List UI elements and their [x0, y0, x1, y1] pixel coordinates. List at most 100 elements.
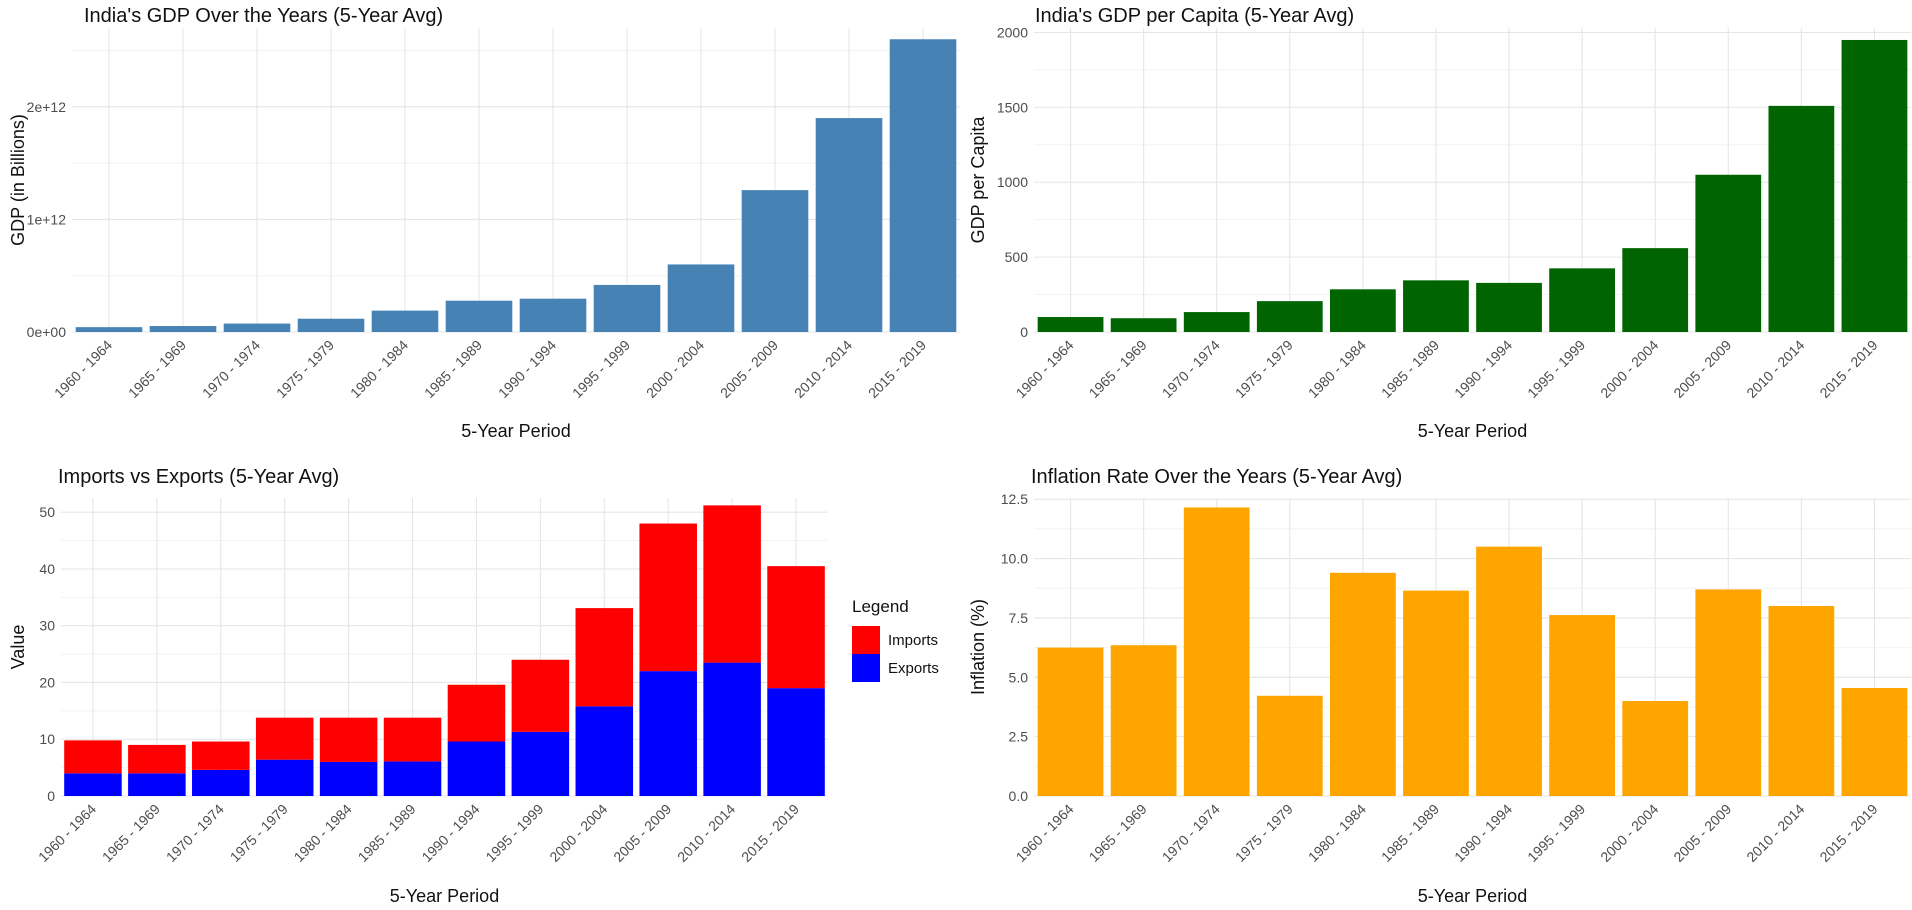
x-tick-label: 2010 - 2014 [1743, 801, 1807, 865]
y-tick-label: 1000 [997, 174, 1028, 190]
x-tick-label: 1980 - 1984 [1305, 801, 1369, 865]
bar-2 [1183, 507, 1250, 796]
bar-11 [889, 39, 957, 333]
x-tick-label: 1985 - 1989 [1378, 801, 1442, 865]
trade-panel: 0 10 20 30 40 50 1960 - 1964 1965 - 1969 1970 - … [8, 466, 939, 906]
bar-exports-3 [255, 759, 314, 796]
bar-imports-5 [383, 717, 442, 762]
bar-4 [1329, 289, 1396, 332]
legend-title: Legend [852, 597, 909, 616]
bar-imports-2 [192, 741, 250, 770]
y-tick-label: 500 [1005, 249, 1029, 265]
x-tick-label: 1965 - 1969 [99, 801, 163, 865]
x-tick-label: 1960 - 1964 [1013, 337, 1077, 401]
y-axis-title: Inflation (%) [968, 599, 988, 695]
x-tick-label: 1985 - 1989 [1378, 337, 1442, 401]
y-tick-label: 0.0 [1009, 788, 1029, 804]
bar-imports-9 [639, 523, 697, 672]
x-tick-label: 2000 - 2004 [1597, 337, 1661, 401]
x-tick-label: 1965 - 1969 [1086, 801, 1150, 865]
bar-imports-3 [255, 717, 314, 760]
x-tick-label: 1995 - 1999 [1524, 337, 1588, 401]
x-tick-label: 2010 - 2014 [674, 801, 738, 865]
bar-imports-11 [767, 566, 825, 689]
x-tick-label: 1965 - 1969 [1086, 337, 1150, 401]
bar-imports-8 [575, 608, 634, 707]
y-tick-label: 1e+12 [27, 211, 67, 227]
x-tick-label: 1975 - 1979 [273, 337, 337, 401]
x-tick-label: 1985 - 1989 [421, 337, 485, 401]
x-tick-label: 1990 - 1994 [1451, 801, 1515, 865]
y-tick-label: 2000 [997, 24, 1028, 40]
x-axis-title: 5-Year Period [1418, 421, 1527, 441]
x-tick-label: 2000 - 2004 [546, 801, 610, 865]
bar-exports-9 [639, 671, 697, 796]
bar-5 [445, 300, 513, 332]
legend: Legend Imports Exports [852, 597, 939, 682]
legend-label-imports: Imports [888, 632, 938, 649]
bar-1 [1110, 318, 1177, 332]
legend-label-exports: Exports [888, 660, 939, 677]
y-tick-label: 10 [39, 731, 55, 747]
bar-6 [1476, 546, 1542, 796]
y-tick-label: 2e+12 [27, 99, 67, 115]
bar-imports-10 [703, 505, 761, 663]
x-tick-label: 1975 - 1979 [227, 801, 291, 865]
x-tick-label: 2015 - 2019 [1816, 801, 1880, 865]
chart-title: India's GDP Over the Years (5-Year Avg) [84, 5, 443, 27]
chart-title: Imports vs Exports (5-Year Avg) [58, 466, 339, 488]
x-tick-label: 1960 - 1964 [51, 337, 115, 401]
chart-title: Inflation Rate Over the Years (5-Year Av… [1031, 466, 1402, 488]
bar-6 [519, 298, 587, 332]
y-axis-title: Value [8, 625, 28, 670]
x-tick-label: 2005 - 2009 [610, 801, 674, 865]
bar-0 [1037, 647, 1104, 796]
x-tick-label: 2005 - 2009 [1670, 337, 1734, 401]
bar-2 [223, 323, 291, 332]
x-tick-label: 1975 - 1979 [1232, 337, 1296, 401]
bar-8 [1622, 701, 1689, 796]
x-tick-label: 1970 - 1974 [1159, 337, 1223, 401]
x-tick-label: 1995 - 1999 [569, 337, 633, 401]
y-tick-label: 2.5 [1009, 729, 1029, 745]
x-tick-label: 1980 - 1984 [347, 337, 411, 401]
bar-exports-2 [192, 769, 250, 796]
bar-imports-1 [128, 744, 186, 774]
y-axis-title: GDP (in Billions) [8, 114, 28, 246]
bar-9 [1695, 589, 1762, 796]
x-tick-label: 1970 - 1974 [1159, 801, 1223, 865]
x-tick-label: 1980 - 1984 [1305, 337, 1369, 401]
x-axis-title: 5-Year Period [1418, 886, 1527, 906]
y-tick-label: 12.5 [1001, 491, 1028, 507]
bar-11 [1841, 39, 1908, 333]
x-tick-label: 2010 - 2014 [791, 337, 855, 401]
bar-4 [371, 310, 439, 332]
y-tick-label: 5.0 [1009, 669, 1029, 685]
bar-exports-10 [703, 662, 761, 796]
bar-imports-6 [447, 684, 506, 742]
x-tick-label: 2015 - 2019 [738, 801, 802, 865]
y-tick-label: 40 [39, 561, 55, 577]
y-tick-label: 20 [39, 674, 55, 690]
bar-imports-4 [319, 717, 378, 762]
x-tick-label: 1970 - 1974 [163, 801, 227, 865]
bar-0 [75, 327, 143, 332]
bar-9 [741, 190, 809, 332]
x-tick-label: 2000 - 2004 [643, 337, 707, 401]
x-tick-label: 1990 - 1994 [1451, 337, 1515, 401]
x-tick-label: 2005 - 2009 [717, 337, 781, 401]
y-tick-label: 50 [39, 504, 55, 520]
y-tick-label: 0 [47, 788, 55, 804]
bar-exports-5 [383, 761, 442, 796]
y-tick-label: 1500 [997, 99, 1028, 115]
x-tick-label: 1990 - 1994 [418, 801, 482, 865]
bar-3 [297, 318, 365, 332]
bar-1 [149, 326, 217, 332]
bar-6 [1476, 282, 1542, 332]
bar-exports-1 [128, 773, 186, 796]
y-tick-label: 7.5 [1009, 610, 1029, 626]
